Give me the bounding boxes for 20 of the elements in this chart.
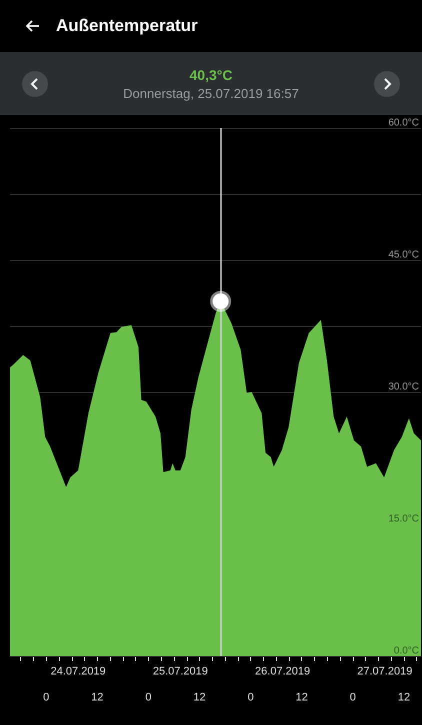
x-tick-label: 0 [43, 692, 50, 704]
x-tick-label: 12 [398, 692, 410, 704]
x-tick-label: 0 [350, 692, 356, 704]
x2-tick-label: 27.07.2019 [357, 666, 412, 678]
y-tick-label: 15.0°C [388, 514, 419, 524]
x2-tick-label: 26.07.2019 [255, 666, 310, 678]
x-tick-label: 12 [91, 692, 104, 704]
x-tick-label: 12 [193, 692, 206, 704]
x2-tick-label: 25.07.2019 [152, 666, 208, 678]
text: 40,3°C [188, 66, 234, 82]
chart-title: Außentemperatur [56, 16, 198, 36]
y-tick-label: 30.0°C [388, 382, 419, 392]
x-tick-label: 0 [248, 692, 254, 704]
x2-tick-label: 24.07.2019 [50, 666, 106, 678]
y-tick-label: 0.0°C [394, 646, 419, 656]
x-tick-label: 0 [145, 692, 152, 704]
y-tick-label: 45.0°C [388, 250, 419, 260]
x-tick-label: 12 [296, 692, 308, 704]
y-tick-label: 60.0°C [388, 118, 419, 128]
text: Donnerstag, 25.07.2019 16:57 [123, 86, 299, 100]
